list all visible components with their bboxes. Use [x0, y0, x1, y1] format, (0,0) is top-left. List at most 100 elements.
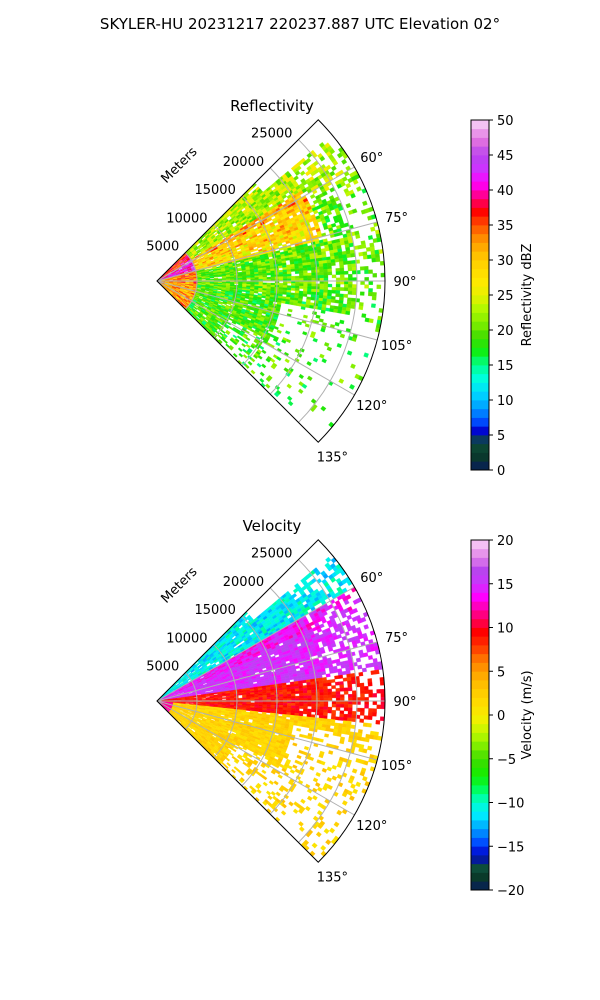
colorbar-segment [471, 601, 489, 611]
azimuth-tick-label: 75° [385, 631, 408, 646]
colorbar-segment [471, 277, 489, 287]
colorbar-tick-label: 5 [497, 429, 505, 444]
colorbar-segment [471, 618, 489, 628]
colorbar-segment [471, 750, 489, 760]
colorbar-segment [471, 321, 489, 331]
colorbar-segment [471, 286, 489, 296]
azimuth-gridline [156, 166, 355, 282]
azimuth-gridline [156, 700, 378, 761]
radial-axis-label: Meters [159, 564, 201, 606]
colorbar-segment [471, 452, 489, 462]
colorbar-segment [471, 155, 489, 165]
azimuth-tick-label: 90° [393, 275, 416, 290]
colorbar-segment [471, 225, 489, 235]
colorbar-segment [471, 653, 489, 663]
colorbar-segment [471, 706, 489, 716]
colorbar-segment [471, 251, 489, 261]
azimuth-gridline [156, 641, 378, 702]
radial-tick-label: 15000 [194, 603, 235, 618]
colorbar-segment [471, 190, 489, 200]
colorbar-segment [471, 417, 489, 427]
colorbar-segment [471, 671, 489, 681]
azimuth-tick-label: 105° [381, 759, 412, 774]
colorbar-segment [471, 662, 489, 672]
colorbar-segment [471, 723, 489, 733]
radial-tick-label: 20000 [223, 155, 264, 170]
radial-tick-label: 5000 [146, 240, 179, 255]
colorbar-tick-label: 50 [497, 114, 514, 129]
colorbar-segment [471, 548, 489, 558]
colorbar-tick-label: −20 [497, 884, 524, 899]
colorbar-tick-label: −10 [497, 797, 524, 812]
colorbar-segment [471, 128, 489, 138]
azimuth-tick-label: 75° [385, 211, 408, 226]
colorbar-segment [471, 680, 489, 690]
colorbar-tick-label: −15 [497, 840, 524, 855]
reflectivity-panel-title: Reflectivity [230, 97, 314, 115]
colorbar-segment [471, 172, 489, 182]
colorbar-segment [471, 758, 489, 768]
radial-tick-label: 10000 [166, 631, 207, 646]
colorbar-segment [471, 741, 489, 751]
colorbar-tick-label: 10 [497, 394, 514, 409]
reflectivity-ppi-panel: 5000 10000 15000 20000 25000 60° 75° 90° 105° 120… [146, 119, 417, 465]
colorbar-segment [471, 828, 489, 838]
radial-tick-label: 15000 [194, 183, 235, 198]
colorbar-segment [471, 356, 489, 366]
radial-tick-label: 25000 [251, 547, 292, 562]
colorbar-segment [471, 163, 489, 173]
colorbar-segment [471, 382, 489, 392]
colorbar-segment [471, 461, 489, 471]
velocity-panel-title: Velocity [242, 517, 302, 535]
azimuth-tick-label: 60° [360, 571, 383, 586]
azimuth-gridline [156, 586, 355, 702]
velocity-ppi-panel: 5000 10000 15000 20000 25000 60° 75° 90° 105° 120… [146, 539, 417, 885]
colorbar-segment [471, 557, 489, 567]
colorbar-segment [471, 837, 489, 847]
colorbar-segment [471, 391, 489, 401]
colorbar-segment [471, 330, 489, 340]
colorbar-segment [471, 120, 489, 130]
colorbar-tick-label: 10 [497, 622, 514, 637]
azimuth-tick-label: 135° [317, 450, 348, 465]
figure-title: SKYLER-HU 20231217 220237.887 UTC Elevat… [99, 15, 501, 33]
azimuth-tick-label: 90° [393, 695, 416, 710]
colorbar-tick-label: −5 [497, 753, 516, 768]
colorbar-tick-label: 20 [497, 324, 514, 339]
colorbar-segment [471, 216, 489, 226]
colorbar-segment [471, 312, 489, 322]
colorbar-segment [471, 855, 489, 865]
colorbar-segment [471, 688, 489, 698]
colorbar-tick-label: 30 [497, 254, 514, 269]
colorbar-segment [471, 260, 489, 270]
colorbar-segment [471, 137, 489, 147]
azimuth-tick-label: 120° [356, 819, 387, 834]
colorbar-segment [471, 400, 489, 410]
azimuth-gridline [156, 280, 355, 396]
colorbar-tick-label: 15 [497, 359, 514, 374]
radial-axis-label: Meters [159, 144, 201, 186]
colorbar-tick-label: 40 [497, 184, 514, 199]
colorbar-segment [471, 715, 489, 725]
colorbar-segment [471, 863, 489, 873]
colorbar-tick-label: 0 [497, 709, 505, 724]
sector-outline [156, 539, 386, 863]
radar-field [157, 556, 385, 857]
colorbar-segment [471, 435, 489, 445]
colorbar-segment [471, 610, 489, 620]
colorbar-tick-label: 15 [497, 578, 514, 593]
colorbar-segment [471, 347, 489, 357]
colorbar-segment [471, 732, 489, 742]
colorbar-segment [471, 767, 489, 777]
radial-tick-label: 5000 [146, 660, 179, 675]
colorbar-segment [471, 242, 489, 252]
colorbar-segment [471, 268, 489, 278]
colorbar-segment [471, 802, 489, 812]
sector-outline [156, 119, 386, 443]
azimuth-tick-label: 105° [381, 339, 412, 354]
colorbar-segment [471, 338, 489, 348]
colorbar-segment [471, 443, 489, 453]
colorbar-segment [471, 881, 489, 891]
azimuth-gridline [156, 700, 355, 816]
colorbar-tick-label: 25 [497, 289, 514, 304]
